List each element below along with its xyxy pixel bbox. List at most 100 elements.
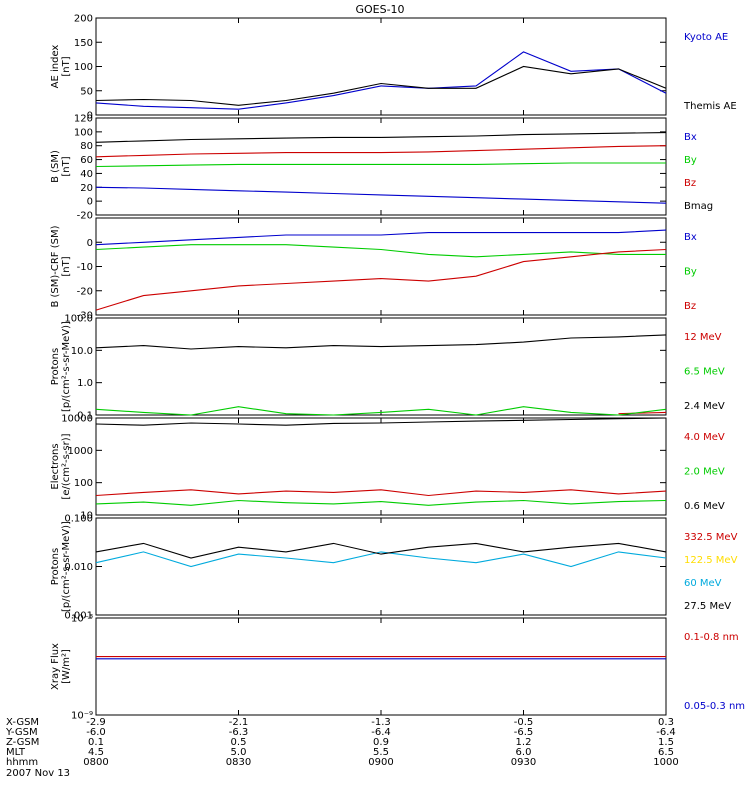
series-line-3-2 <box>95 244 666 258</box>
x-row-value: -6.5 <box>514 727 534 738</box>
legend-entry: 6.5 MeV <box>684 367 725 378</box>
legend-entry: 12 MeV <box>684 332 722 343</box>
legend-entry: Bx <box>684 132 697 143</box>
x-row-value: 0800 <box>83 757 108 768</box>
legend-entry: 27.5 MeV <box>684 601 731 612</box>
y-tick-label: 20 <box>80 183 93 194</box>
legend-entry: 2.0 MeV <box>684 467 725 478</box>
y-tick-label: 10⁻⁹ <box>71 711 93 722</box>
x-row-label: hhmm <box>6 757 38 768</box>
x-row-value: 1.5 <box>658 737 674 748</box>
y-tick-label: 100.0 <box>64 314 93 325</box>
series-line-5-1 <box>95 489 667 497</box>
legend-entry: 0.1-0.8 nm <box>684 632 739 643</box>
legend-entry: Bmag <box>684 201 713 212</box>
y-axis-label: Xray Flux <box>50 643 61 690</box>
series-line-5-3 <box>95 417 667 426</box>
panel-6: 0.001 0.010 0.100 Protons [p/(cm²-s-sr-MeV)]… <box>50 514 738 622</box>
y-tick-label: 0 <box>87 197 93 208</box>
panel-frame <box>95 417 667 516</box>
y-tick-label: -20 <box>77 211 93 222</box>
x-row-value: 6.0 <box>516 747 532 758</box>
series-line-2-2 <box>95 162 666 168</box>
y-tick-label: 100 <box>74 62 93 73</box>
series-line-3-1 <box>95 229 667 246</box>
x-row-value: -6.4 <box>371 727 391 738</box>
legend-entry: Kyoto AE <box>684 32 728 43</box>
date-label: 2007 Nov 13 <box>6 768 70 779</box>
y-tick-label: 0.001 <box>64 611 93 622</box>
y-axis-label: [p/(cm²-s-sr-MeV)] <box>61 321 72 412</box>
y-tick-label: 10000 <box>61 414 93 425</box>
panel-frame <box>95 617 667 716</box>
y-tick-label: 10⁻⁸ <box>71 614 93 625</box>
y-tick-label: -10 <box>77 262 93 273</box>
x-row-value: 0.3 <box>658 717 674 728</box>
legend-entry: Themis AE <box>683 101 737 112</box>
panel-7: 10⁻⁹ 10⁻⁸ Xray Flux [W/m²] 0.1-0.8 nm 0.05-0.… <box>50 614 745 722</box>
x-row-label: Y-GSM <box>5 727 38 738</box>
series-line-3-3 <box>95 248 667 311</box>
series-line-6-4 <box>95 542 667 559</box>
legend-entry: 4.0 MeV <box>684 432 725 443</box>
legend-entry: 0.05-0.3 nm <box>684 701 745 712</box>
y-tick-label: 120 <box>74 114 93 125</box>
x-row-value: 5.5 <box>373 747 389 758</box>
series-line-5-2 <box>95 499 667 506</box>
y-axis-label: [nT] <box>61 56 72 76</box>
y-tick-label: -20 <box>77 286 93 297</box>
series-line-1-2 <box>95 65 667 106</box>
y-tick-label: 10.0 <box>71 346 93 357</box>
x-row-label: MLT <box>6 747 26 758</box>
y-tick-label: -30 <box>77 311 93 322</box>
y-axis-label: B (SM) <box>50 150 61 183</box>
y-axis-label: AE index <box>50 45 61 89</box>
legend-entry: 332.5 MeV <box>684 532 738 543</box>
series-line-4-1 <box>618 411 667 415</box>
x-row-value: 0.5 <box>231 737 247 748</box>
y-tick-label: 1.0 <box>77 378 93 389</box>
y-tick-label: 60 <box>80 155 93 166</box>
y-axis-label: Protons <box>50 548 61 585</box>
x-row-value: 1.2 <box>516 737 532 748</box>
y-axis-label: [nT] <box>61 256 72 276</box>
y-tick-label: 40 <box>80 169 93 180</box>
y-tick-label: 200 <box>74 14 93 25</box>
x-row-value: 0900 <box>368 757 393 768</box>
x-axis-table: X-GSM -2.9 -2.1 -1.3 -0.5 0.3 Y-GSM -6.0 -6.3 -6.… <box>5 717 679 768</box>
series-line-2-3 <box>95 145 667 158</box>
panel-frame <box>95 317 667 416</box>
x-row-value: -2.1 <box>229 717 249 728</box>
panel-frame <box>95 517 667 616</box>
legend-entry: Bx <box>684 232 697 243</box>
legend-entry: By <box>684 155 697 166</box>
x-row-value: 5.0 <box>231 747 247 758</box>
y-tick-label: 150 <box>74 38 93 49</box>
x-row-value: 0.1 <box>88 737 104 748</box>
panel-2: -20 0 20 40 60 80 100 120 B (SM) [nT] Bx By Bz Bmag <box>50 114 713 222</box>
y-tick-label: 1000 <box>68 446 93 457</box>
panel-1: 0 50 100 150 200 AE index [nT] Kyoto AE Themis A… <box>50 14 737 122</box>
panel-3: -30 -20 -10 0 B (SM)-CRF (SM) [nT] Bx By Bz <box>50 217 697 322</box>
legend-entry: 60 MeV <box>684 578 722 589</box>
x-row-value: -0.5 <box>514 717 534 728</box>
series-line-4-3 <box>95 334 667 350</box>
panel-4: 0.1 1.0 10.0 100.0 Protons [p/(cm²-s-sr-MeV)]… <box>50 314 725 422</box>
y-tick-label: 0.010 <box>64 562 93 573</box>
panel-5: 10 100 1000 10000 Electrons [e/(cm²-s-sr)] 4.0… <box>50 414 725 522</box>
series-line-2-1 <box>95 186 667 204</box>
legend-entry: Bz <box>684 178 696 189</box>
series-line-1-1 <box>95 51 667 110</box>
y-tick-label: 0.1 <box>77 411 93 422</box>
x-row-value: -1.3 <box>371 717 391 728</box>
x-row-value: 0.9 <box>373 737 389 748</box>
y-tick-label: 50 <box>80 86 93 97</box>
y-tick-label: 0 <box>87 238 93 249</box>
legend-entry: By <box>684 267 697 278</box>
x-row-value: 0830 <box>226 757 251 768</box>
x-row-value: 0930 <box>511 757 536 768</box>
legend-entry: Bz <box>684 301 696 312</box>
y-tick-label: 0.100 <box>64 514 93 525</box>
